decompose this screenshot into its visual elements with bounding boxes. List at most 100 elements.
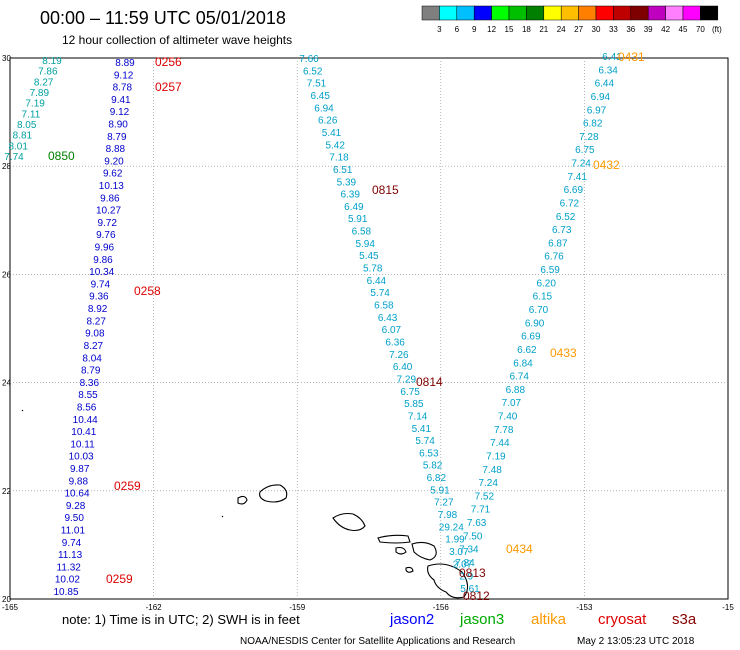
wave-height-value: 5.61 [460,584,480,595]
wave-height-value: 6.82 [583,119,603,130]
wave-height-value: 7.48 [482,465,502,476]
satellite-legend-altika: altika [531,611,567,628]
islet [21,409,24,412]
wave-height-value: 9.20 [104,156,124,167]
axis-ticks: 30 28 26 24 22 20-165 -162 -159 -156 -153 -15 [2,54,734,612]
colorbar-swatch [526,5,545,21]
wave-height-value: 5.74 [370,288,390,299]
wave-height-value: 1.99 [445,535,465,546]
wave-height-value: 9.41 [111,95,131,106]
footer-credit: NOAA/NESDIS Center for Satellite Applica… [240,636,515,647]
wave-height-value: 6.90 [525,318,545,329]
wave-height-value: 9.96 [95,243,115,254]
wave-height-value: 8.88 [106,144,126,155]
wave-height-value: 9.86 [100,193,120,204]
wave-height-value: 8.55 [78,390,98,401]
wave-height-value: 7.66 [299,54,319,65]
wave-height-value: 5.78 [363,264,383,275]
wave-height-value: 7.41 [567,172,587,183]
wave-height-value: 9.12 [110,107,130,118]
wave-height-value: 8.36 [80,378,100,389]
colorbar-label: 12 [487,25,496,34]
wave-height-value: 7.14 [408,411,428,422]
wave-height-value: 10.02 [55,575,80,586]
wave-height-value: 9.62 [103,169,123,180]
wave-height-value: 8.27 [86,316,106,327]
pass-time-label: 0850 [48,149,75,163]
wave-height-value: 6.07 [382,325,402,336]
hawaiian-islands [21,409,469,599]
colorbar-swatch [439,5,458,21]
colorbar-label: 42 [661,25,670,34]
wave-height-value: 7.86 [38,67,58,78]
wave-height-value: 6.26 [318,116,338,127]
wave-height-value: 6.40 [393,362,413,373]
note-text: note: 1) Time is in UTC; 2) SWH is in fe… [62,612,300,627]
wave-height-value: 6.51 [333,165,353,176]
wave-height-value: 8.81 [13,131,33,142]
kauai-island [259,484,288,503]
wave-height-value: 7.11 [22,109,41,120]
wave-height-value: 9.08 [85,329,105,340]
wave-height-value: 10.03 [69,452,94,463]
wave-height-value: 11.32 [57,562,82,573]
wave-height-value: 9.12 [114,70,134,81]
colorbar-label: 24 [557,25,566,34]
wave-height-value: 6.58 [352,227,372,238]
wave-height-value: 8.19 [42,56,62,67]
colorbar-swatch [578,5,597,21]
wave-height-value: 29.24 [439,522,464,533]
pass-time-label: 0257 [155,80,182,94]
longitude-tick-label: -153 [576,603,593,612]
colorbar-swatch [543,5,562,21]
wave-height-value: 5.41 [412,424,432,435]
colorbar-label: 15 [505,25,514,34]
wave-height-value: 2.9 [459,572,473,583]
wave-height-value: 6.76 [544,252,564,263]
wave-height-value: 5.39 [337,177,357,188]
wave-height-value: 7.29 [397,375,417,386]
wave-height-value: 8.27 [34,77,54,88]
colorbar-label: 18 [522,25,531,34]
wave-height-value: 8.78 [113,83,133,94]
wave-height-value: 6.44 [595,79,615,90]
wave-height-value: 7.89 [30,88,50,99]
latitude-tick-label: 26 [2,270,11,279]
footer-timestamp: May 2 13:05:23 UTC 2018 [577,636,695,647]
colorbar-label: 21 [539,25,548,34]
lanai-island [395,546,407,555]
colorbar-swatch [682,5,701,21]
wave-height-value: 10.11 [70,439,95,450]
colorbar-swatch [647,5,666,21]
wave-height-value: 7.63 [467,518,487,529]
colorbar-swatch [491,5,510,21]
colorbar-label: 27 [574,25,583,34]
molokai-island [377,534,411,544]
satellite-legend-s3a: s3a [672,611,697,628]
colorbar-swatch [665,5,684,21]
colorbar: 3 6 9 12 15 18 21 24 27 30 33 36 39 42 45 70 [421,5,719,34]
wave-height-value: 6.59 [540,265,560,276]
wave-height-value: 7.50 [463,531,483,542]
wave-height-value: 6.84 [513,358,533,369]
wave-height-value: 6.43 [378,313,398,324]
wave-height-value: 6.20 [536,278,556,289]
wave-height-value: 8.01 [8,141,28,152]
wave-height-value: 10.27 [96,206,121,217]
colorbar-label: 6 [455,25,460,34]
altimeter-tracks: 8.197.868.277.897.197.118.058.818.017.74… [4,52,622,598]
wave-height-value: 11.13 [58,550,83,561]
wave-height-value: 6.88 [506,385,526,396]
pass-time-label: 0815 [372,183,399,197]
pass-time-label: 0812 [463,589,490,603]
colorbar-label: 3 [437,25,442,34]
latitude-tick-label: 24 [2,379,11,388]
wave-height-value: 7.24 [478,478,498,489]
pass-time-label: 0433 [550,346,577,360]
wave-height-value: 10.13 [99,181,124,192]
wave-height-value: 6.36 [385,338,405,349]
wave-height-value: 7.51 [307,79,327,90]
wave-height-value: 5.85 [404,399,424,410]
wave-height-value: 6.72 [560,199,580,210]
wave-height-value: 9.50 [64,513,84,524]
